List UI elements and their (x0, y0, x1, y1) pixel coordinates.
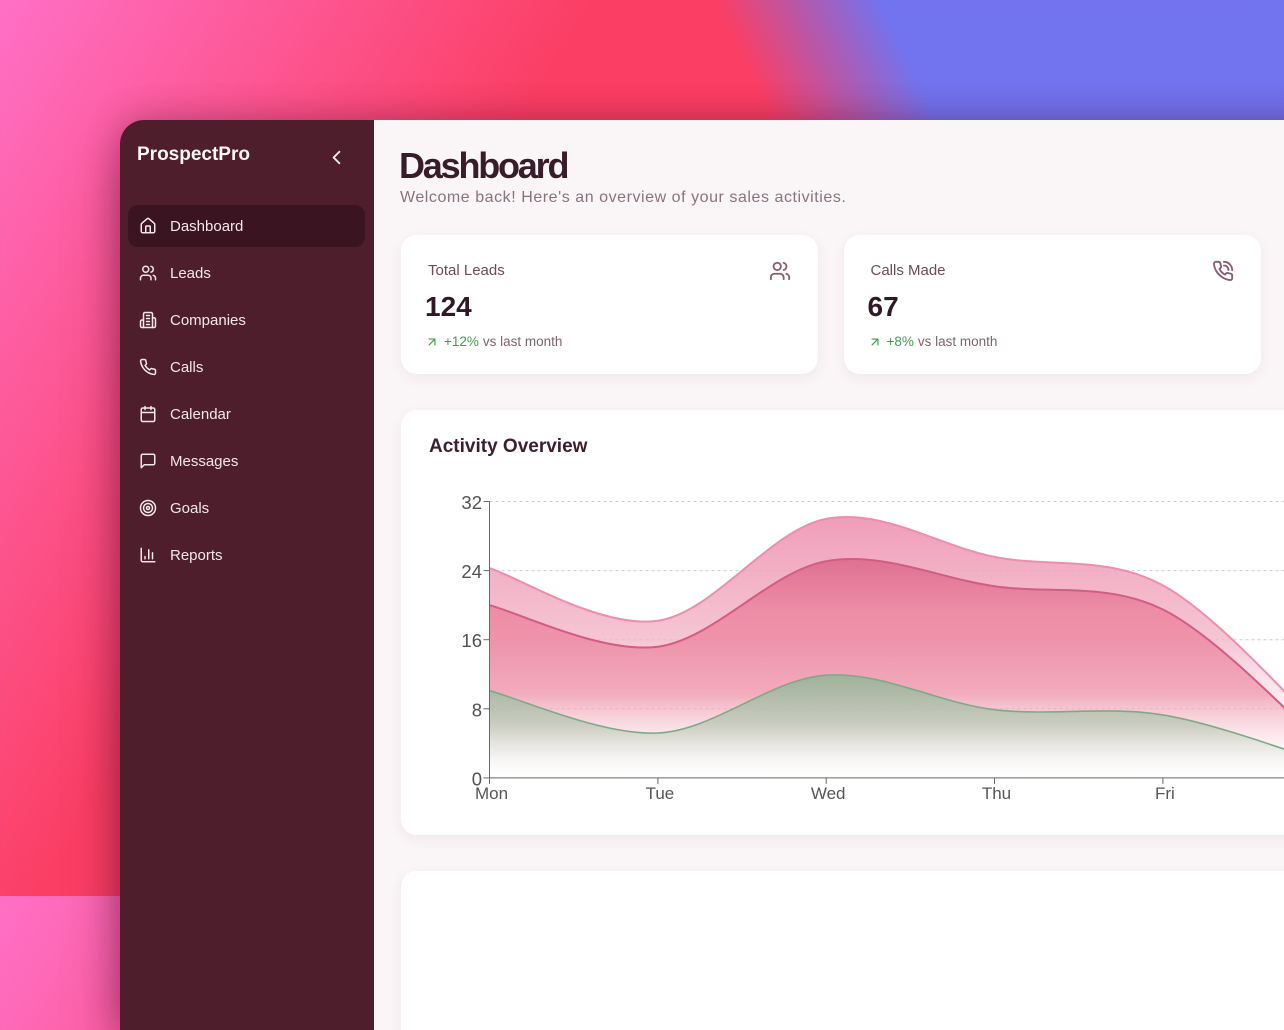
svg-text:0: 0 (472, 768, 482, 789)
svg-text:24: 24 (461, 561, 482, 582)
svg-text:Fri: Fri (1155, 784, 1175, 803)
svg-text:Mon: Mon (475, 784, 508, 803)
svg-text:8: 8 (472, 699, 482, 720)
svg-text:Tue: Tue (646, 784, 675, 803)
svg-text:16: 16 (461, 630, 482, 651)
svg-text:Thu: Thu (982, 784, 1011, 803)
svg-text:32: 32 (461, 492, 482, 513)
svg-text:Wed: Wed (811, 784, 846, 803)
